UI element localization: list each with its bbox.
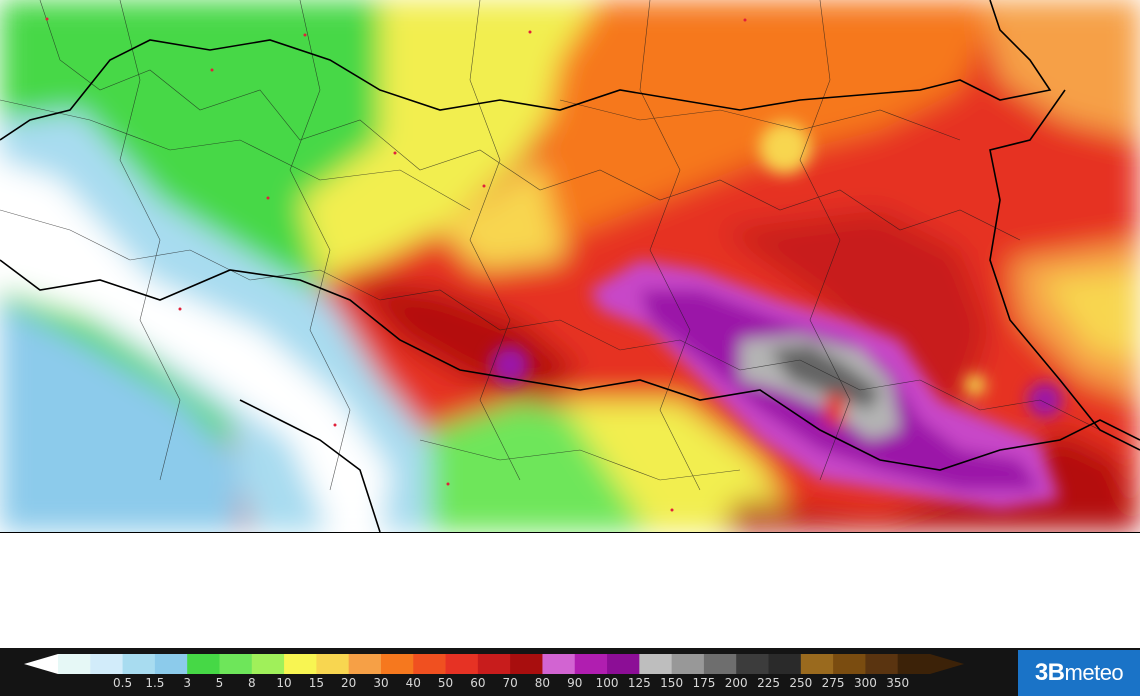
legend-swatch [703,654,737,674]
legend-swatch [800,654,834,674]
legend-tick-label: 20 [341,676,357,690]
legend-arrow-right [930,654,964,674]
legend-swatch [380,654,414,674]
legend-ticks: 0.5 1.5 3 5 8 10 15 20 30 40 50 60 70 80 90 100 125 150 17… [0,676,1000,692]
legend-tick-label: 90 [567,676,583,690]
legend-swatch [833,654,866,674]
legend-swatch [607,654,640,674]
legend-swatch [251,654,285,674]
legend-tick-label: 5 [215,676,224,690]
legend-swatch [413,654,447,674]
legend-swatch [348,654,382,674]
legend-swatch [639,654,673,674]
legend-tick-label: 10 [276,676,292,690]
legend-swatch [122,654,156,674]
legend-swatch [510,654,543,674]
legend-swatch [445,654,479,674]
legend-tick-label: 175 [692,676,716,690]
legend-swatch [58,654,91,674]
legend-tick-label: 8 [247,676,256,690]
legend-swatch [542,654,576,674]
legend-swatch [897,654,931,674]
legend-swatch [219,654,253,674]
legend-swatch [187,654,220,674]
legend-tick-label: 150 [660,676,684,690]
legend-tick-label: 30 [373,676,389,690]
legend-tick-label: 0.5 [113,676,133,690]
brand-logo-part1: 3B [1034,659,1065,686]
legend-swatch [768,654,802,674]
legend-tick-label: 125 [627,676,651,690]
legend-swatch [284,654,317,674]
legend-tick-label: 100 [595,676,619,690]
precipitation-map [0,0,1140,533]
legend-swatch [574,654,608,674]
legend-tick-label: 60 [470,676,486,690]
legend-bar: 0.5 1.5 3 5 8 10 15 20 30 40 50 60 70 80 90 100 125 150 17… [0,648,1140,696]
legend-tick-label: 250 [789,676,813,690]
legend-tick-label: 70 [502,676,518,690]
legend-tick-label: 40 [405,676,421,690]
legend-swatch [90,654,124,674]
color-scale [24,654,964,674]
legend-arrow-left [24,654,58,674]
legend-swatch [671,654,705,674]
legend-swatch [736,654,770,674]
brand-logo: 3B meteo [1018,650,1140,696]
legend-swatch [477,654,511,674]
legend-tick-label: 1.5 [145,676,165,690]
legend-swatch [865,654,899,674]
legend-tick-label: 50 [437,676,454,690]
legend-tick-label: 300 [853,676,877,690]
legend-swatch [316,654,350,674]
legend-tick-label: 350 [886,676,910,690]
legend-tick-label: 80 [534,676,551,690]
legend-tick-label: 225 [757,676,780,690]
brand-logo-part2: meteo [1064,660,1124,685]
legend-tick-label: 15 [308,676,324,690]
legend-swatch [154,654,188,674]
legend-tick-label: 275 [821,676,845,690]
legend-tick-label: 200 [724,676,748,690]
legend-tick-label: 3 [183,676,191,690]
